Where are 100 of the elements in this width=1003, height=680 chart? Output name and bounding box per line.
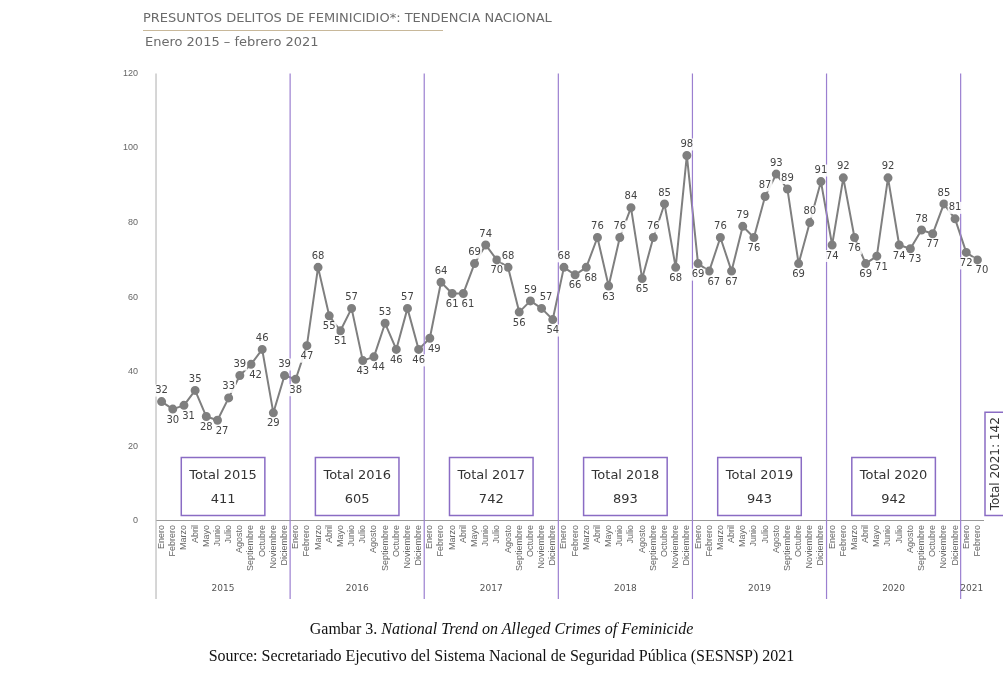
x-tick-label: Julio — [223, 524, 234, 544]
data-label: 32 — [155, 384, 168, 396]
text: 2016 — [345, 583, 369, 594]
x-tick-label: Abril — [591, 524, 602, 543]
x-tick-label: Enero — [558, 524, 569, 550]
data-label: 65 — [635, 283, 649, 295]
data-label: 70 — [975, 264, 989, 276]
data-label: 92 — [836, 160, 850, 172]
x-tick-label: Octubre — [390, 524, 401, 557]
x-tick-label: Marzo — [848, 524, 859, 550]
x-tick-label: Mayo — [737, 524, 748, 547]
x-tick-label: Mayo — [469, 524, 479, 547]
data-label: 78 — [915, 212, 928, 224]
x-tick-label: Septiembre — [379, 524, 390, 572]
data-label: 80 — [803, 205, 817, 217]
data-label: 74 — [825, 249, 839, 261]
x-tick-label: Marzo — [312, 524, 323, 550]
x-tick-label: Abril — [189, 524, 200, 543]
y-tick-label: 100 — [122, 142, 139, 153]
y-tick-label: 40 — [128, 366, 139, 377]
data-label: 42 — [249, 368, 262, 380]
data-label: 87 — [758, 179, 772, 191]
data-label: 68 — [669, 271, 683, 283]
x-tick-label: Febrero — [703, 524, 714, 557]
x-tick-label: Enero — [826, 524, 837, 550]
data-label: 47 — [300, 350, 314, 362]
data-label: 69 — [691, 268, 705, 280]
data-label: 46 — [412, 354, 426, 365]
x-tick-label: Julio — [357, 524, 368, 544]
data-label: 67 — [725, 275, 738, 287]
data-label: 98 — [680, 138, 694, 150]
data-label: 68 — [311, 249, 325, 261]
x-tick-label: Enero — [960, 524, 971, 550]
x-tick-label: Septiembre — [245, 524, 256, 572]
x-tick-label: Noviembre — [401, 524, 412, 569]
chart-title: PRESUNTOS DELITOS DE FEMINICIDIO*: TENDENCIA NACIONAL — [143, 10, 552, 25]
data-label: 57 — [345, 290, 358, 302]
data-label: 57 — [401, 290, 414, 302]
x-tick-label: Noviembre — [804, 524, 815, 569]
x-tick-label: Octubre — [256, 524, 267, 557]
x-tick-label: Diciembre — [413, 524, 424, 566]
source-note: Source: Secretariado Ejecutivo del Sistema Nacional de Seguridad Pública (SESNSP) 2021 — [207, 647, 796, 665]
data-label: 49 — [428, 342, 441, 354]
data-label: 59 — [524, 283, 537, 295]
x-tick-label: Junio — [748, 524, 759, 547]
data-label: 76 — [747, 242, 761, 254]
annotation: Total 2018 893 — [590, 467, 660, 506]
x-tick-label: Noviembre — [536, 524, 547, 569]
data-label: 74 — [479, 227, 493, 239]
text: 2021 — [960, 583, 984, 594]
x-tick-label: Febrero — [837, 524, 848, 557]
x-tick-label: Abril — [726, 524, 737, 543]
data-label: 67 — [707, 275, 721, 287]
x-tick-label: Marzo — [714, 524, 725, 550]
x-tick-label: Febrero — [971, 524, 982, 557]
annotation: Total 2019 943 — [724, 467, 794, 506]
x-tick-label: Agosto — [770, 524, 781, 554]
x-tick-label: Octubre — [524, 524, 535, 557]
x-tick-label: Marzo — [446, 524, 457, 550]
text: Gambar 3. National Trend on Alleged Crimes of Feminicide — [308, 620, 695, 638]
data-label: 51 — [334, 335, 347, 347]
x-tick-label: Julio — [491, 524, 502, 544]
data-label: 69 — [859, 268, 873, 280]
chart-subtitle: Enero 2015 – febrero 2021 — [145, 34, 319, 49]
data-label: 33 — [222, 380, 236, 392]
data-label: 55 — [322, 320, 336, 332]
data-label: 68 — [584, 271, 598, 283]
data-label: 92 — [881, 160, 895, 172]
data-label: 31 — [182, 409, 195, 421]
data-label: 53 — [378, 305, 392, 317]
x-tick-label: Febrero — [569, 524, 580, 557]
data-label: 85 — [937, 186, 951, 198]
x-tick-label: Abril — [457, 524, 468, 543]
data-label: 93 — [769, 156, 783, 168]
data-label: 79 — [736, 208, 750, 220]
x-tick-label: Octubre — [658, 524, 669, 557]
x-tick-label: Enero — [156, 524, 167, 550]
x-tick-label: Junio — [346, 524, 357, 547]
y-tick-label: 20 — [128, 440, 139, 451]
x-tick-label: Febrero — [167, 524, 178, 557]
text: 2020 — [882, 583, 906, 594]
data-label: 68 — [501, 249, 515, 261]
x-tick-label: Febrero — [301, 524, 312, 557]
data-label: 66 — [568, 279, 582, 291]
x-tick-label: Agosto — [502, 524, 513, 554]
x-tick-label: Septiembre — [647, 524, 658, 572]
y-tick-label: 80 — [128, 217, 139, 228]
x-tick-label: Mayo — [603, 524, 614, 547]
x-tick-label: Enero — [424, 524, 435, 550]
data-label: 43 — [356, 365, 370, 377]
text: 2015 — [211, 583, 235, 594]
data-label: 38 — [289, 383, 303, 395]
data-label: 69 — [792, 268, 805, 280]
data-label: 39 — [233, 358, 247, 370]
data-label: 84 — [624, 190, 638, 202]
data-label: 91 — [814, 164, 828, 176]
data-label: 70 — [490, 264, 504, 276]
data-label: 74 — [892, 249, 906, 261]
data-label: 44 — [372, 361, 385, 373]
x-tick-label: Julio — [759, 524, 770, 544]
